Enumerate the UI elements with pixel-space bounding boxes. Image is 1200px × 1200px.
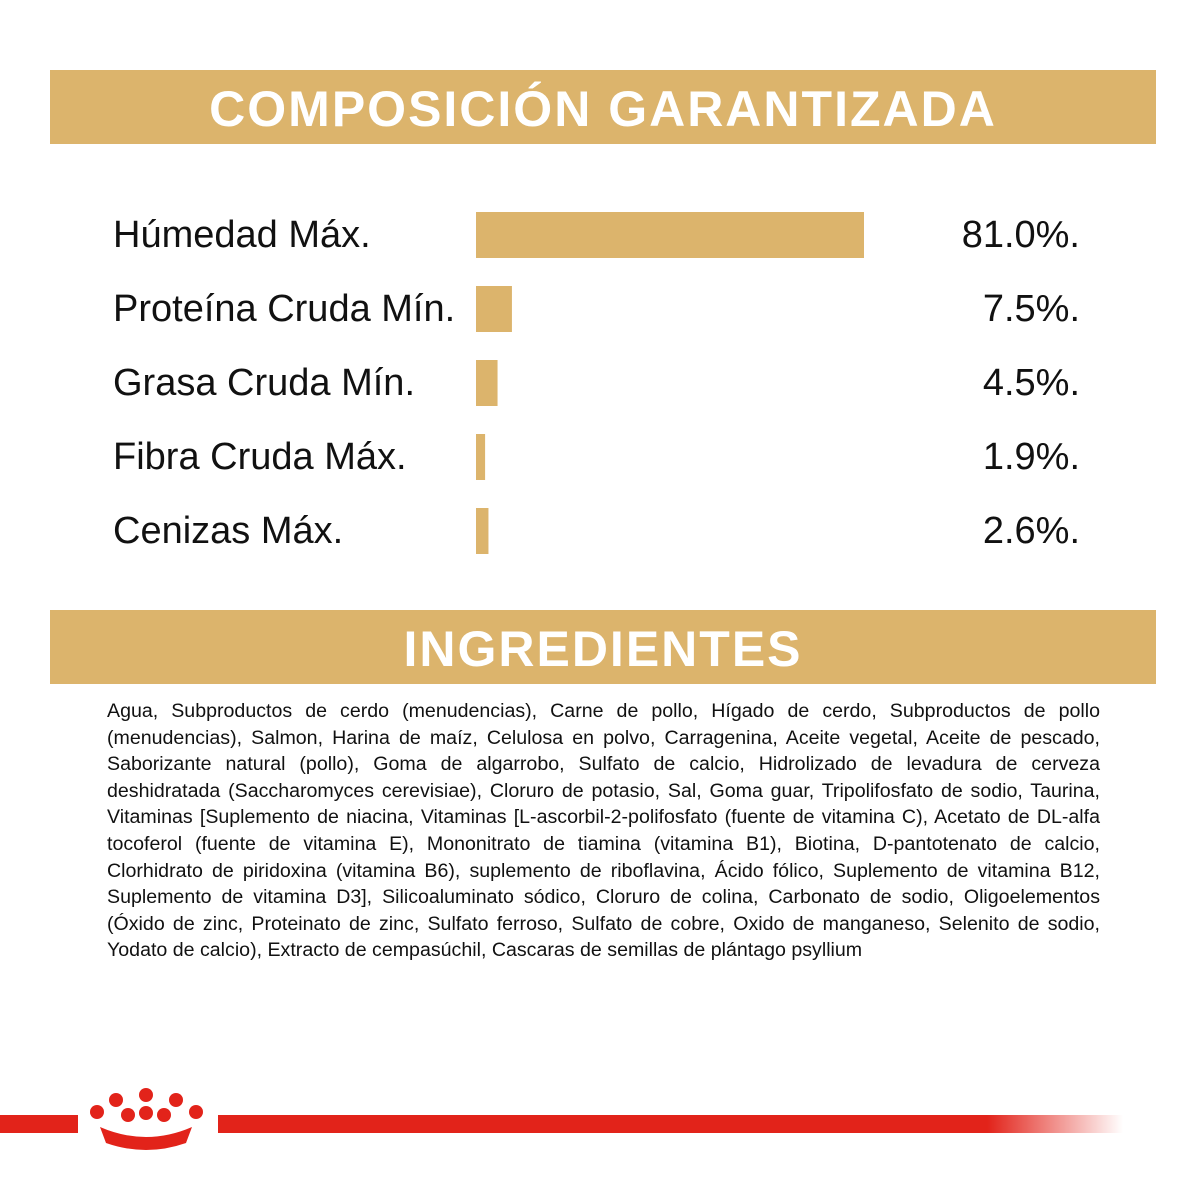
chart-title: COMPOSICIÓN GARANTIZADA (50, 70, 1156, 144)
category-label: Fibra Cruda Máx. (113, 436, 407, 478)
bar (476, 508, 489, 554)
bar (476, 212, 864, 258)
ingredients-title: INGREDIENTES (50, 610, 1156, 684)
ingredients-text: Agua, Subproductos de cerdo (menudencias… (107, 700, 1100, 962)
footer (0, 1088, 1123, 1150)
value-label: 81.0%. (962, 214, 1080, 256)
value-label: 7.5%. (983, 288, 1080, 330)
crown-logo (90, 1088, 203, 1150)
value-label: 2.6%. (983, 510, 1080, 552)
value-label: 1.9%. (983, 436, 1080, 478)
bar (476, 286, 512, 332)
bar (476, 434, 486, 480)
category-label: Grasa Cruda Mín. (113, 362, 415, 404)
chart: Húmedad Máx. 81.0%. Proteína Cruda Mín. 7.5… (113, 212, 1080, 554)
category-label: Húmedad Máx. (113, 214, 371, 256)
bar (476, 360, 498, 406)
category-label: Proteína Cruda Mín. (113, 288, 455, 330)
footer-line (0, 1115, 78, 1133)
footer-line (218, 1115, 1123, 1133)
value-label: 4.5%. (983, 362, 1080, 404)
category-label: Cenizas Máx. (113, 510, 343, 552)
